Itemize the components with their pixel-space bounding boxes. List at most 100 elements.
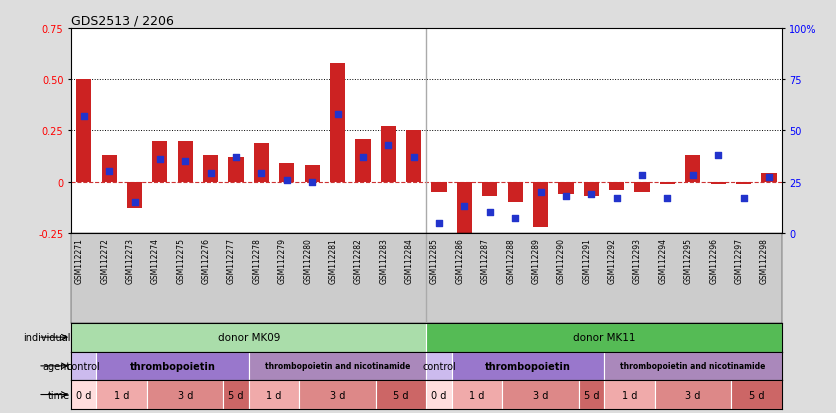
- Bar: [686, 156, 701, 182]
- Bar: [178, 141, 193, 182]
- Bar: [147, 380, 223, 409]
- Text: 5 d: 5 d: [748, 389, 764, 399]
- Text: 1 d: 1 d: [470, 389, 485, 399]
- Point: [508, 216, 522, 222]
- Text: GSM112298: GSM112298: [760, 238, 769, 283]
- Text: agent: agent: [42, 361, 70, 371]
- Point: [737, 195, 750, 202]
- Text: 3 d: 3 d: [330, 389, 345, 399]
- Bar: [609, 182, 624, 190]
- Text: GSM112280: GSM112280: [303, 238, 312, 283]
- Bar: [635, 182, 650, 192]
- Bar: [355, 139, 370, 182]
- Text: GSM112276: GSM112276: [201, 238, 211, 284]
- Bar: [604, 380, 655, 409]
- Point: [711, 152, 725, 159]
- Text: 1 d: 1 d: [267, 389, 282, 399]
- Text: GSM112278: GSM112278: [252, 238, 262, 283]
- Bar: [762, 174, 777, 182]
- Text: GSM112271: GSM112271: [74, 238, 84, 283]
- Text: thrombopoietin and nicotinamide: thrombopoietin and nicotinamide: [620, 361, 766, 370]
- Text: donor MK11: donor MK11: [573, 332, 635, 342]
- Point: [458, 203, 472, 210]
- Bar: [299, 380, 375, 409]
- Text: GSM112291: GSM112291: [583, 238, 591, 283]
- Text: GSM112275: GSM112275: [176, 238, 186, 284]
- Point: [204, 171, 217, 177]
- Point: [103, 169, 116, 175]
- Point: [660, 195, 674, 202]
- Text: thrombopoietin: thrombopoietin: [485, 361, 571, 371]
- Point: [77, 114, 90, 120]
- Bar: [249, 380, 299, 409]
- Text: GSM112272: GSM112272: [100, 238, 110, 283]
- Text: GSM112282: GSM112282: [354, 238, 363, 283]
- Point: [305, 179, 319, 185]
- Point: [584, 191, 598, 198]
- Bar: [375, 380, 426, 409]
- Text: GSM112288: GSM112288: [506, 238, 515, 283]
- Bar: [558, 182, 573, 195]
- Text: GSM112273: GSM112273: [125, 238, 135, 284]
- Bar: [127, 182, 142, 209]
- Point: [153, 157, 166, 163]
- Bar: [482, 182, 497, 197]
- Bar: [71, 352, 96, 380]
- Point: [179, 159, 192, 165]
- Point: [635, 173, 649, 179]
- Point: [356, 154, 370, 161]
- Bar: [426, 380, 451, 409]
- Text: 5 d: 5 d: [584, 389, 599, 399]
- Bar: [507, 182, 522, 202]
- Text: GDS2513 / 2206: GDS2513 / 2206: [71, 15, 174, 28]
- Text: thrombopoietin: thrombopoietin: [130, 361, 216, 371]
- Text: GSM112283: GSM112283: [380, 238, 388, 283]
- Text: GSM112296: GSM112296: [709, 238, 718, 284]
- Point: [381, 142, 395, 149]
- Point: [407, 154, 421, 161]
- Text: GSM112292: GSM112292: [608, 238, 617, 283]
- Text: GSM112284: GSM112284: [405, 238, 414, 283]
- Bar: [451, 352, 604, 380]
- Text: 1 d: 1 d: [622, 389, 637, 399]
- Text: thrombopoietin and nicotinamide: thrombopoietin and nicotinamide: [265, 361, 410, 370]
- Text: 3 d: 3 d: [686, 389, 701, 399]
- Text: GSM112281: GSM112281: [329, 238, 338, 283]
- Bar: [254, 143, 269, 182]
- Text: control: control: [422, 361, 456, 371]
- Bar: [101, 156, 117, 182]
- Bar: [71, 323, 426, 352]
- Point: [229, 154, 242, 161]
- Text: donor MK09: donor MK09: [217, 332, 280, 342]
- Bar: [304, 166, 319, 182]
- Point: [534, 189, 548, 196]
- Text: 1 d: 1 d: [115, 389, 130, 399]
- Bar: [451, 380, 502, 409]
- Point: [686, 173, 700, 179]
- Bar: [660, 182, 675, 184]
- Bar: [426, 352, 451, 380]
- Text: GSM112297: GSM112297: [735, 238, 743, 284]
- Bar: [96, 352, 249, 380]
- Text: GSM112285: GSM112285: [430, 238, 439, 283]
- Text: 0 d: 0 d: [76, 389, 91, 399]
- Text: GSM112295: GSM112295: [684, 238, 693, 284]
- Text: GSM112274: GSM112274: [150, 238, 160, 284]
- Bar: [249, 352, 426, 380]
- Text: 0 d: 0 d: [431, 389, 446, 399]
- Bar: [711, 182, 726, 184]
- Bar: [502, 380, 579, 409]
- Text: GSM112293: GSM112293: [633, 238, 642, 284]
- Text: 3 d: 3 d: [177, 389, 193, 399]
- Bar: [380, 127, 396, 182]
- Text: GSM112289: GSM112289: [532, 238, 541, 283]
- Bar: [426, 323, 782, 352]
- Bar: [406, 131, 421, 182]
- Point: [559, 193, 573, 200]
- Bar: [584, 182, 599, 197]
- Bar: [76, 80, 91, 182]
- Point: [255, 171, 268, 177]
- Bar: [96, 380, 147, 409]
- Bar: [456, 182, 472, 243]
- Bar: [203, 156, 218, 182]
